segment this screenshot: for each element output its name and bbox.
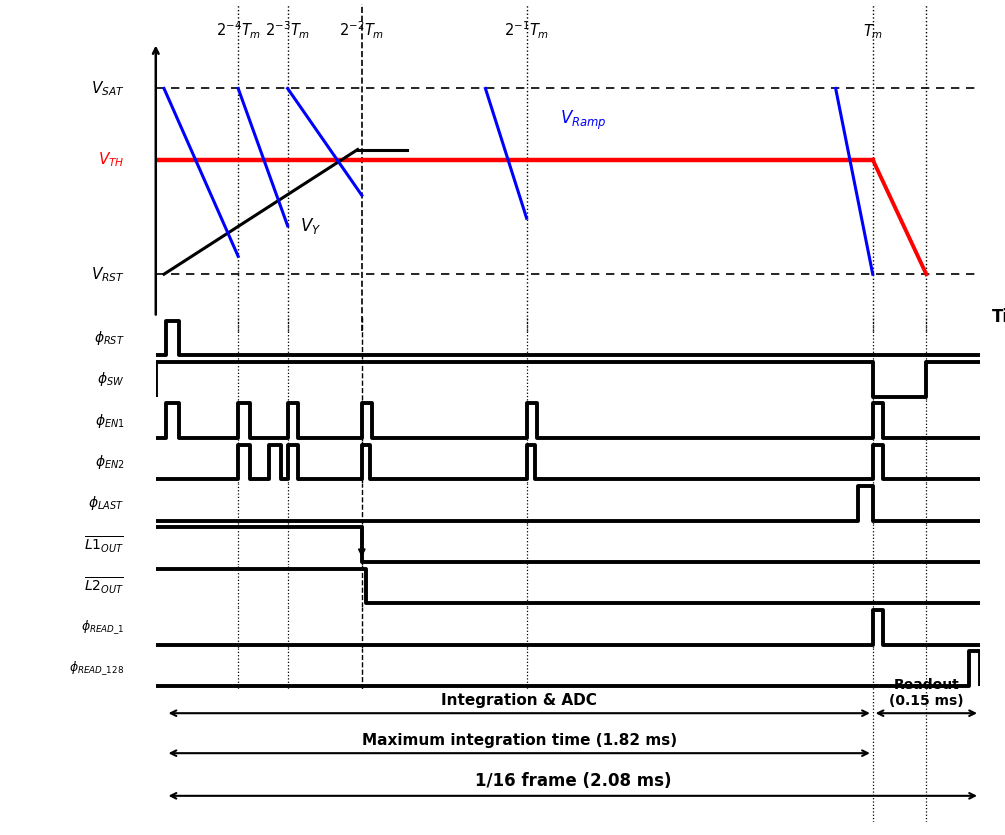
Text: $\overline{L2_{OUT}}$: $\overline{L2_{OUT}}$ bbox=[84, 575, 125, 596]
Text: Integration & ADC: Integration & ADC bbox=[441, 693, 597, 708]
Text: $2^{-3}T_m$: $2^{-3}T_m$ bbox=[265, 20, 311, 42]
Text: Readout
(0.15 ms): Readout (0.15 ms) bbox=[889, 678, 964, 708]
Text: $T_m$: $T_m$ bbox=[862, 23, 882, 42]
Text: $\phi_{SW}$: $\phi_{SW}$ bbox=[97, 371, 125, 388]
Text: $2^{-1}T_m$: $2^{-1}T_m$ bbox=[505, 20, 549, 42]
Text: $2^{-4}T_m$: $2^{-4}T_m$ bbox=[216, 20, 260, 42]
Text: Maximum integration time (1.82 ms): Maximum integration time (1.82 ms) bbox=[362, 733, 676, 748]
Text: $V_{TH}$: $V_{TH}$ bbox=[97, 150, 125, 169]
Text: $\phi_{RST}$: $\phi_{RST}$ bbox=[93, 329, 125, 347]
Text: $V_{SAT}$: $V_{SAT}$ bbox=[90, 79, 125, 98]
Text: $V_{Ramp}$: $V_{Ramp}$ bbox=[560, 109, 606, 132]
Text: $V_{RST}$: $V_{RST}$ bbox=[90, 265, 125, 284]
Text: Time: Time bbox=[992, 308, 1005, 326]
Text: $\boldsymbol{V_Y}$: $\boldsymbol{V_Y}$ bbox=[300, 216, 322, 236]
Text: $\overline{L1_{OUT}}$: $\overline{L1_{OUT}}$ bbox=[84, 534, 125, 555]
Text: $\phi_{LAST}$: $\phi_{LAST}$ bbox=[88, 494, 125, 513]
Text: $\phi_{READ\_1}$: $\phi_{READ\_1}$ bbox=[80, 619, 125, 636]
Text: $\phi_{READ\_128}$: $\phi_{READ\_128}$ bbox=[69, 660, 125, 677]
Text: $2^{-2}T_m$: $2^{-2}T_m$ bbox=[340, 20, 384, 42]
Text: $\phi_{EN1}$: $\phi_{EN1}$ bbox=[94, 412, 125, 430]
Text: $\phi_{EN2}$: $\phi_{EN2}$ bbox=[94, 453, 125, 471]
Text: 1/16 frame (2.08 ms): 1/16 frame (2.08 ms) bbox=[474, 772, 671, 791]
